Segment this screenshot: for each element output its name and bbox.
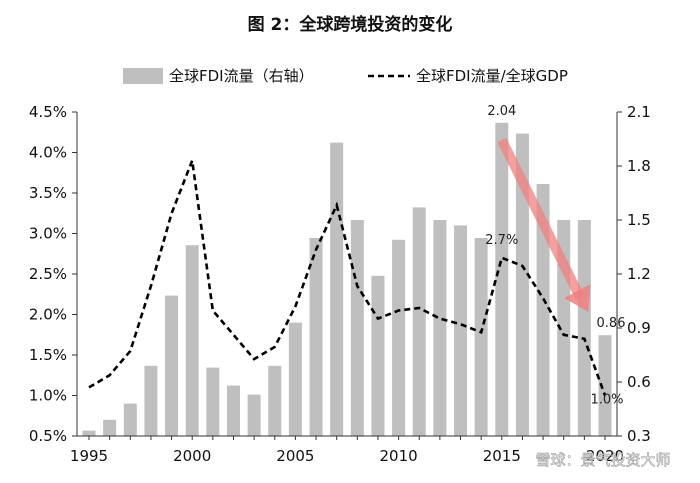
bar xyxy=(144,365,158,436)
legend-bar-label: 全球FDI流量（右轴） xyxy=(169,67,314,85)
bar xyxy=(268,365,282,436)
bar xyxy=(123,403,137,436)
x-tick-label: 2010 xyxy=(380,447,418,465)
bar xyxy=(577,220,591,436)
right-tick-label: 1.2 xyxy=(627,265,651,283)
right-tick-label: 0.3 xyxy=(627,427,651,445)
bar xyxy=(392,239,406,436)
bar xyxy=(103,419,117,436)
data-label: 0.86 xyxy=(597,316,626,331)
bar xyxy=(350,220,364,436)
chart-title: 图 2：全球跨境投资的变化 xyxy=(248,14,453,35)
arrow-head xyxy=(564,284,591,312)
left-tick-label: 2.0% xyxy=(29,306,67,324)
legend-bar-swatch xyxy=(123,68,163,84)
x-tick-label: 2000 xyxy=(173,447,211,465)
left-axis: 0.5% 1.0% 1.5% 2.0% 2.5% 3.0% 3.5% 4.0% 4.5% xyxy=(29,103,77,445)
bar xyxy=(371,275,385,436)
bar xyxy=(309,238,323,436)
right-tick-label: 1.5 xyxy=(627,211,651,229)
bar xyxy=(82,430,96,436)
right-tick-label: 1.8 xyxy=(627,157,651,175)
left-tick-label: 3.5% xyxy=(29,184,67,202)
plot-area xyxy=(76,112,618,437)
bar xyxy=(330,142,344,436)
bar xyxy=(495,122,509,437)
annotations: 2.04 0.86 2.7% 1.0% xyxy=(485,104,625,408)
bar xyxy=(598,335,612,436)
bar xyxy=(206,367,220,436)
bar xyxy=(165,295,179,436)
x-tick-label: 2015 xyxy=(483,447,521,465)
data-label: 2.7% xyxy=(485,233,518,248)
right-tick-label: 0.6 xyxy=(627,373,651,391)
left-tick-label: 1.0% xyxy=(29,387,67,405)
bar xyxy=(288,322,302,436)
left-tick-label: 1.5% xyxy=(29,346,67,364)
right-axis: 0.3 0.6 0.9 1.2 1.5 1.8 2.1 xyxy=(617,103,651,445)
data-label: 2.04 xyxy=(487,104,516,119)
bar xyxy=(536,184,550,436)
bar xyxy=(226,385,240,436)
bar xyxy=(454,225,468,436)
arrow-shaft xyxy=(497,137,585,301)
left-tick-label: 0.5% xyxy=(29,427,67,445)
legend-line-label: 全球FDI流量/全球GDP xyxy=(416,67,568,85)
x-tick-label: 2005 xyxy=(276,447,314,465)
data-label: 1.0% xyxy=(590,393,623,408)
x-tick-label: 1995 xyxy=(70,447,108,465)
bar xyxy=(474,238,488,436)
series-line xyxy=(88,155,607,396)
x-axis: 1995 2000 2005 2010 2015 2020 xyxy=(70,436,624,465)
bar xyxy=(185,245,199,436)
bar xyxy=(515,133,529,436)
bar xyxy=(412,207,426,436)
right-tick-label: 2.1 xyxy=(627,103,651,121)
legend: 全球FDI流量（右轴） 全球FDI流量/全球GDP xyxy=(123,67,568,85)
watermark: 雪球：景气投资大师 xyxy=(535,451,670,469)
bar xyxy=(247,394,261,436)
right-tick-label: 0.9 xyxy=(627,319,651,337)
left-tick-label: 4.5% xyxy=(29,103,67,121)
bar xyxy=(433,220,447,436)
x-tick-label: 2020 xyxy=(586,447,624,465)
left-tick-label: 4.0% xyxy=(29,144,67,162)
left-tick-label: 2.5% xyxy=(29,265,67,283)
trend-arrow xyxy=(497,137,591,312)
left-tick-label: 3.0% xyxy=(29,225,67,243)
